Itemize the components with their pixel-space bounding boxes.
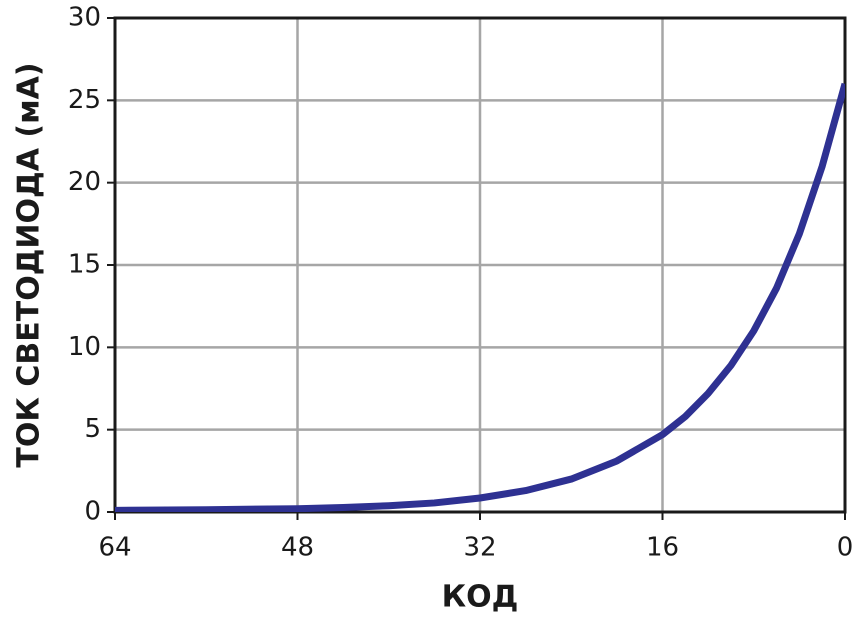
y-tick-label: 25 (68, 85, 101, 115)
line (115, 82, 845, 512)
y-axis-label: ТОК СВЕТОДИОДА (мА) (12, 62, 47, 467)
y-tick-label: 5 (84, 414, 101, 444)
y-tick-label: 10 (68, 332, 101, 362)
y-tick-label: 0 (84, 497, 101, 527)
x-tick-label: 48 (281, 533, 314, 563)
x-tick-label: 64 (98, 533, 131, 563)
y-tick-label: 15 (68, 250, 101, 280)
y-tick-label: 20 (68, 167, 101, 197)
x-axis-label: КОД (442, 580, 519, 615)
x-tick-label: 0 (837, 533, 854, 563)
x-tick-label: 32 (463, 533, 496, 563)
x-tick-label: 16 (646, 533, 679, 563)
plot-frame (113, 16, 847, 514)
y-tick-label: 30 (68, 3, 101, 33)
